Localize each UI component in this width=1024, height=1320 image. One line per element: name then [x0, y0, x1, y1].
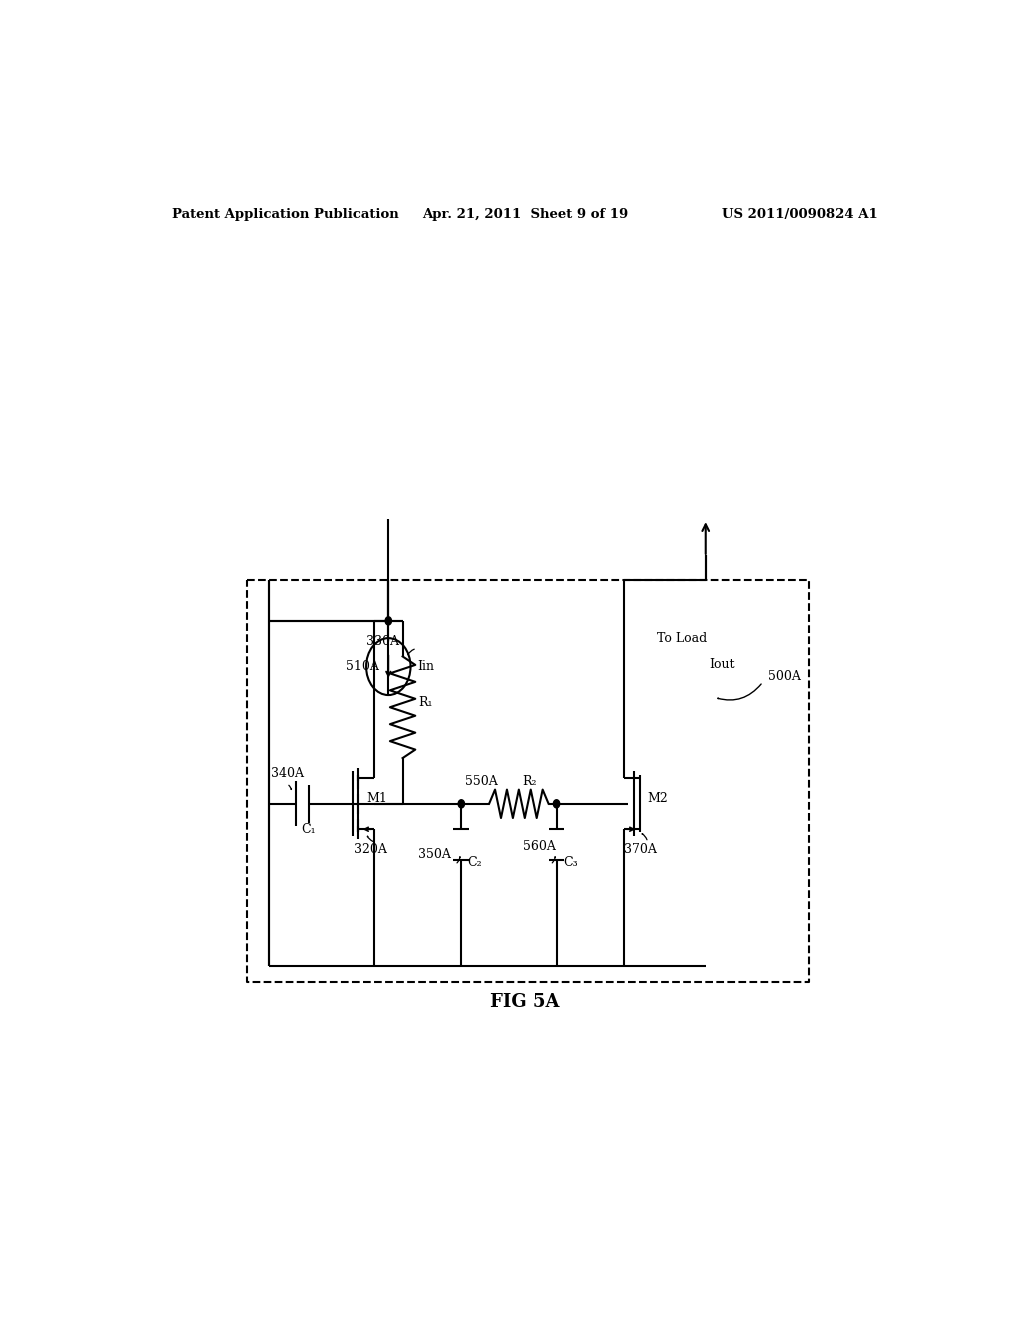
Text: 550A: 550A: [465, 775, 498, 788]
Text: 560A: 560A: [523, 840, 556, 853]
Circle shape: [553, 800, 560, 808]
Text: US 2011/0090824 A1: US 2011/0090824 A1: [722, 207, 878, 220]
FancyArrowPatch shape: [457, 857, 460, 863]
FancyArrowPatch shape: [718, 684, 761, 700]
Text: Iout: Iout: [710, 659, 735, 671]
Text: 320A: 320A: [354, 843, 387, 857]
Text: 330A: 330A: [366, 635, 398, 648]
Text: M1: M1: [367, 792, 387, 805]
FancyArrowPatch shape: [365, 828, 372, 832]
FancyArrowPatch shape: [642, 834, 647, 840]
Text: 340A: 340A: [270, 767, 304, 780]
Text: To Load: To Load: [656, 632, 707, 644]
Text: C₂: C₂: [468, 857, 482, 870]
FancyArrowPatch shape: [368, 837, 373, 841]
Text: 500A: 500A: [768, 671, 801, 684]
FancyArrowPatch shape: [408, 649, 415, 655]
Text: Iin: Iin: [417, 660, 434, 673]
FancyArrowPatch shape: [289, 785, 292, 789]
Text: 350A: 350A: [418, 849, 451, 861]
Text: R₁: R₁: [419, 696, 433, 709]
Circle shape: [385, 616, 391, 624]
Text: Patent Application Publication: Patent Application Publication: [172, 207, 398, 220]
Text: FIG 5A: FIG 5A: [490, 993, 559, 1011]
Text: C₁: C₁: [301, 822, 315, 836]
Text: 510A: 510A: [346, 660, 379, 673]
FancyArrowPatch shape: [552, 857, 555, 863]
FancyArrowPatch shape: [627, 828, 634, 832]
Text: Apr. 21, 2011  Sheet 9 of 19: Apr. 21, 2011 Sheet 9 of 19: [422, 207, 628, 220]
Text: 370A: 370A: [624, 843, 656, 857]
Text: R₂: R₂: [522, 775, 537, 788]
Text: M2: M2: [648, 792, 669, 805]
Circle shape: [458, 800, 465, 808]
Text: C₃: C₃: [563, 857, 578, 870]
